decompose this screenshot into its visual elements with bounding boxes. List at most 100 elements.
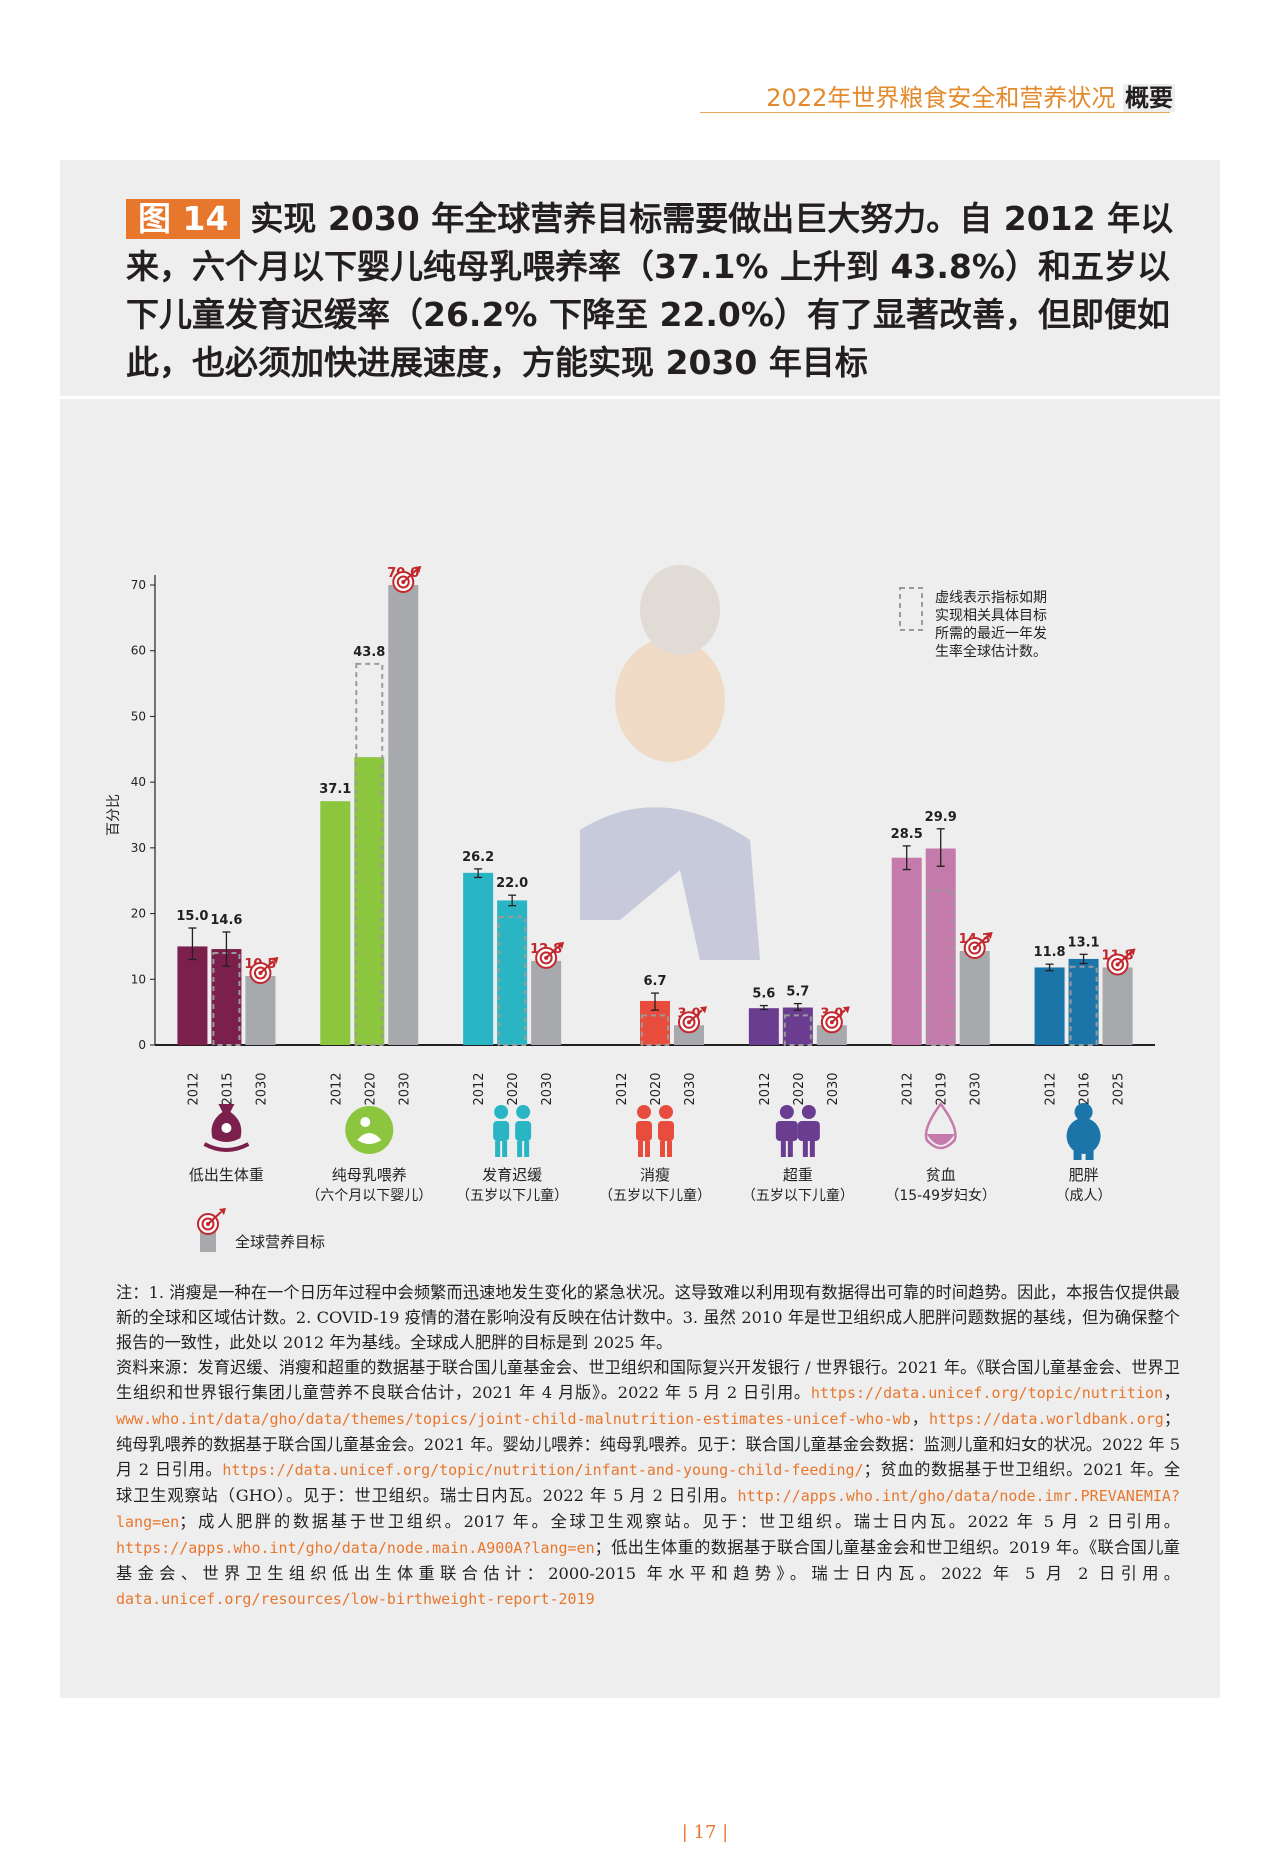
x-tick-label: 2030 xyxy=(683,1072,698,1105)
data-label: 37.1 xyxy=(319,782,351,797)
icon-body xyxy=(515,1121,532,1141)
icon-body xyxy=(1066,1118,1101,1154)
x-tick-label: 2015 xyxy=(220,1072,235,1105)
target-icon xyxy=(249,957,279,984)
hand-shape xyxy=(203,1142,250,1152)
icon-leg xyxy=(660,1141,665,1157)
icon-leg xyxy=(780,1141,786,1157)
category-label: 贫血 xyxy=(926,1166,956,1184)
source-link[interactable]: https://data.unicef.org/topic/nutrition/… xyxy=(222,1461,864,1479)
y-tick-label: 20 xyxy=(131,907,146,921)
data-label: 28.5 xyxy=(891,827,923,842)
icon-leg xyxy=(809,1141,815,1157)
source-text: 资料来源：发育迟缓、消瘦和超重的数据基于联合国儿童基金会、世卫组织和国际复兴开发… xyxy=(116,1358,1180,1402)
target-arrow-head xyxy=(557,941,565,949)
legend-dashed-text: 所需的最近一年发 xyxy=(935,626,1047,642)
source-link[interactable]: https://data.worldbank.org xyxy=(929,1410,1164,1428)
icon-leg xyxy=(645,1141,650,1157)
target-ring xyxy=(968,941,982,955)
legend-dashed-swatch xyxy=(899,587,923,631)
icon-leg xyxy=(502,1141,508,1157)
target-ring xyxy=(539,951,553,965)
icon-head xyxy=(1074,1103,1093,1121)
icon-head xyxy=(779,1105,794,1119)
x-tick-label: 2020 xyxy=(363,1072,378,1105)
target-arrow-head xyxy=(271,957,279,964)
target-ring xyxy=(396,575,410,589)
y-tick-label: 50 xyxy=(131,709,146,723)
icon-head xyxy=(494,1105,509,1119)
bar xyxy=(320,801,351,1045)
bar xyxy=(497,900,528,1045)
x-tick-label: 2012 xyxy=(472,1072,487,1105)
category-label: 纯母乳喂养 xyxy=(332,1166,407,1184)
bar xyxy=(177,946,208,1045)
dashed-target-bar xyxy=(926,889,955,1047)
category-label: 肥胖 xyxy=(1069,1166,1099,1184)
data-label: 13.1 xyxy=(1068,935,1100,950)
target-icon xyxy=(1106,948,1136,976)
title-divider xyxy=(60,396,1220,399)
figure-panel: 图 14 实现 2030 年全球营养目标需要做出巨大努力。自 2012 年以来，六… xyxy=(60,160,1220,1858)
source-link[interactable]: https://apps.who.int/gho/data/node.main.… xyxy=(116,1539,595,1557)
target-arrow xyxy=(207,1211,222,1225)
anemia-icon xyxy=(924,1101,957,1150)
data-label: 5.7 xyxy=(786,985,809,1000)
target-arrow-head xyxy=(219,1208,226,1215)
icon-head xyxy=(360,1117,371,1127)
dashed-target-bar xyxy=(498,915,527,1046)
sources-paragraph: 资料来源：发育迟缓、消瘦和超重的数据基于联合国儿童基金会、世卫组织和国际复兴开发… xyxy=(116,1355,1180,1612)
icon-leg xyxy=(802,1141,808,1157)
bar xyxy=(925,848,956,1045)
source-text: ；成人肥胖的数据基于世卫组织。2017 年。全球卫生观察站。见于：世卫组织。瑞士… xyxy=(179,1512,1180,1531)
page-tab: | 17 | xyxy=(650,1812,760,1858)
target-arrow xyxy=(402,569,417,583)
target-arrow xyxy=(974,935,989,949)
icon-leg xyxy=(787,1141,793,1157)
target-arrow xyxy=(831,1009,846,1024)
target-ring xyxy=(825,1015,839,1029)
x-tick-label: 2020 xyxy=(506,1072,521,1105)
legend-target-swatch xyxy=(200,1230,216,1252)
source-link[interactable]: data.unicef.org/resources/low-birthweigh… xyxy=(116,1590,595,1608)
target-arrow-head xyxy=(985,932,993,940)
report-title: 2022年世界粮食安全和营养状况 xyxy=(766,84,1116,112)
icon-body xyxy=(357,1133,382,1144)
y-tick-label: 60 xyxy=(131,644,146,658)
category-label: 发育迟缓 xyxy=(482,1166,542,1184)
y-tick-label: 0 xyxy=(138,1038,146,1052)
category-sublabel: （成人） xyxy=(1056,1188,1112,1204)
icon-leg xyxy=(1073,1148,1082,1160)
source-text: ， xyxy=(1163,1383,1180,1402)
bar xyxy=(1102,967,1133,1045)
x-tick-label: 2012 xyxy=(901,1072,916,1105)
target-arrow-head xyxy=(842,1006,850,1014)
source-link[interactable]: http://apps.who.int/gho/data/node.imr.PR… xyxy=(116,1487,1180,1531)
category-label: 低出生体重 xyxy=(189,1166,264,1184)
data-label: 22.0 xyxy=(496,876,528,891)
target-icon xyxy=(197,1208,226,1235)
figure-badge: 图 14 xyxy=(126,199,241,239)
icon-body xyxy=(775,1121,798,1141)
overweight-icon xyxy=(775,1105,820,1157)
target-arrow-head xyxy=(1128,948,1136,956)
y-tick-label: 70 xyxy=(131,578,146,592)
x-tick-label: 2030 xyxy=(540,1072,555,1105)
data-label: 26.2 xyxy=(462,850,494,865)
icon-head xyxy=(516,1105,531,1119)
category-sublabel: （五岁以下儿童） xyxy=(456,1187,568,1204)
icon-body xyxy=(658,1121,674,1141)
source-text: ， xyxy=(910,1409,929,1428)
breastfeeding-icon xyxy=(345,1106,394,1154)
icon-leg xyxy=(517,1141,523,1157)
x-tick-label: 2012 xyxy=(1044,1072,1059,1105)
source-link[interactable]: https://data.unicef.org/topic/nutrition xyxy=(810,1384,1164,1402)
category-sublabel: （五岁以下儿童） xyxy=(742,1187,854,1204)
x-tick-label: 2020 xyxy=(649,1072,664,1105)
x-tick-label: 2012 xyxy=(186,1072,201,1105)
source-link[interactable]: www.who.int/data/gho/data/themes/topics/… xyxy=(116,1410,911,1428)
target-arrow xyxy=(688,1009,703,1024)
x-tick-label: 2030 xyxy=(254,1072,269,1105)
source-text: ；贫血的数据基于世卫组织。2021 年。全球卫生观察站（GHO）。见于：世卫组织… xyxy=(116,1460,1181,1505)
data-label: 14.6 xyxy=(210,913,242,928)
